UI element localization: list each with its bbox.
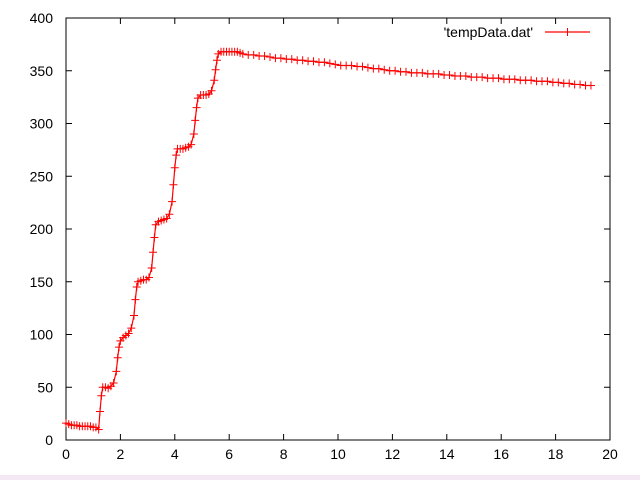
legend-plus-marker [563,28,572,36]
data-point [169,180,178,189]
y-tick-label: 300 [30,116,54,132]
x-tick-label: 4 [171,446,179,462]
data-point [309,57,318,66]
data-point [109,379,118,388]
data-point [191,116,200,125]
data-point [238,49,247,58]
data-point [287,55,296,64]
data-point [144,273,153,282]
data-point [391,66,400,75]
data-point [172,151,181,160]
x-axis: 0 2 4 6 8 10 12 14 16 18 20 [62,18,618,462]
data-point [461,72,470,81]
data-point [445,70,454,79]
data-point [162,214,171,223]
legend: 'tempData.dat' [444,24,590,40]
x-tick-label: 14 [439,446,455,462]
data-point [586,81,595,90]
data-point [130,311,138,320]
data-point [149,248,158,257]
data-point [260,51,269,60]
data-point [347,61,356,70]
plot-border [65,17,611,441]
series-line-tempdata [65,51,591,431]
data-point [124,329,133,338]
data-point [434,69,443,78]
data-point [418,68,427,77]
data-point [168,197,177,206]
data-point [565,79,574,88]
data-point [115,343,124,352]
data-point [165,210,174,219]
x-tick-label: 20 [602,446,618,462]
x-tick-label: 6 [225,446,233,462]
y-tick-label: 150 [30,274,54,290]
data-point [94,425,103,434]
y-tick-label: 100 [30,327,54,343]
data-point [510,75,519,84]
data-point [127,324,136,333]
data-point [131,295,140,304]
data-point [97,391,106,400]
y-tick-label: 50 [37,379,53,395]
data-point [189,130,198,139]
x-tick-label: 18 [548,446,564,462]
x-tick-label: 2 [117,446,125,462]
data-point [150,233,159,242]
data-point [96,407,104,416]
data-point [331,60,340,69]
x-tick-label: 16 [493,446,509,462]
data-point [320,58,329,67]
data-point [132,283,141,292]
data-point [192,103,201,112]
data-point [212,56,221,65]
x-tick-label: 12 [385,446,401,462]
data-point [494,74,503,83]
x-tick-label: 8 [280,446,288,462]
y-axis: 0 50 100 150 200 250 300 350 400 [30,10,610,448]
data-point [478,73,487,82]
y-tick-label: 250 [30,168,54,184]
data-point [298,56,307,65]
data-point [380,65,389,74]
x-tick-label: 0 [62,446,70,462]
data-point [358,62,367,71]
y-tick-label: 200 [30,221,54,237]
y-tick-label: 400 [30,10,54,26]
legend-label-tempdata: 'tempData.dat' [444,24,533,40]
y-tick-label: 0 [45,432,53,448]
data-point [266,53,274,62]
data-point [402,67,410,76]
data-point [207,86,216,95]
data-point [211,65,220,74]
data-point [276,54,285,63]
data-point [554,78,563,87]
data-point [527,76,536,85]
window-bottom-strip [0,475,640,480]
data-point [249,50,258,59]
series-layer [62,47,595,434]
data-point [325,59,334,68]
y-tick-label: 350 [30,63,54,79]
x-tick-label: 10 [330,446,346,462]
data-point [374,64,383,73]
data-point [576,80,585,89]
plot-frame [65,17,611,441]
data-point [543,77,552,86]
data-point [187,140,196,149]
data-point [170,163,179,172]
data-point [112,367,121,376]
legend-marker [563,28,572,36]
data-point [147,264,156,273]
data-point [113,353,122,362]
data-point [210,76,219,85]
data-point [363,63,372,72]
